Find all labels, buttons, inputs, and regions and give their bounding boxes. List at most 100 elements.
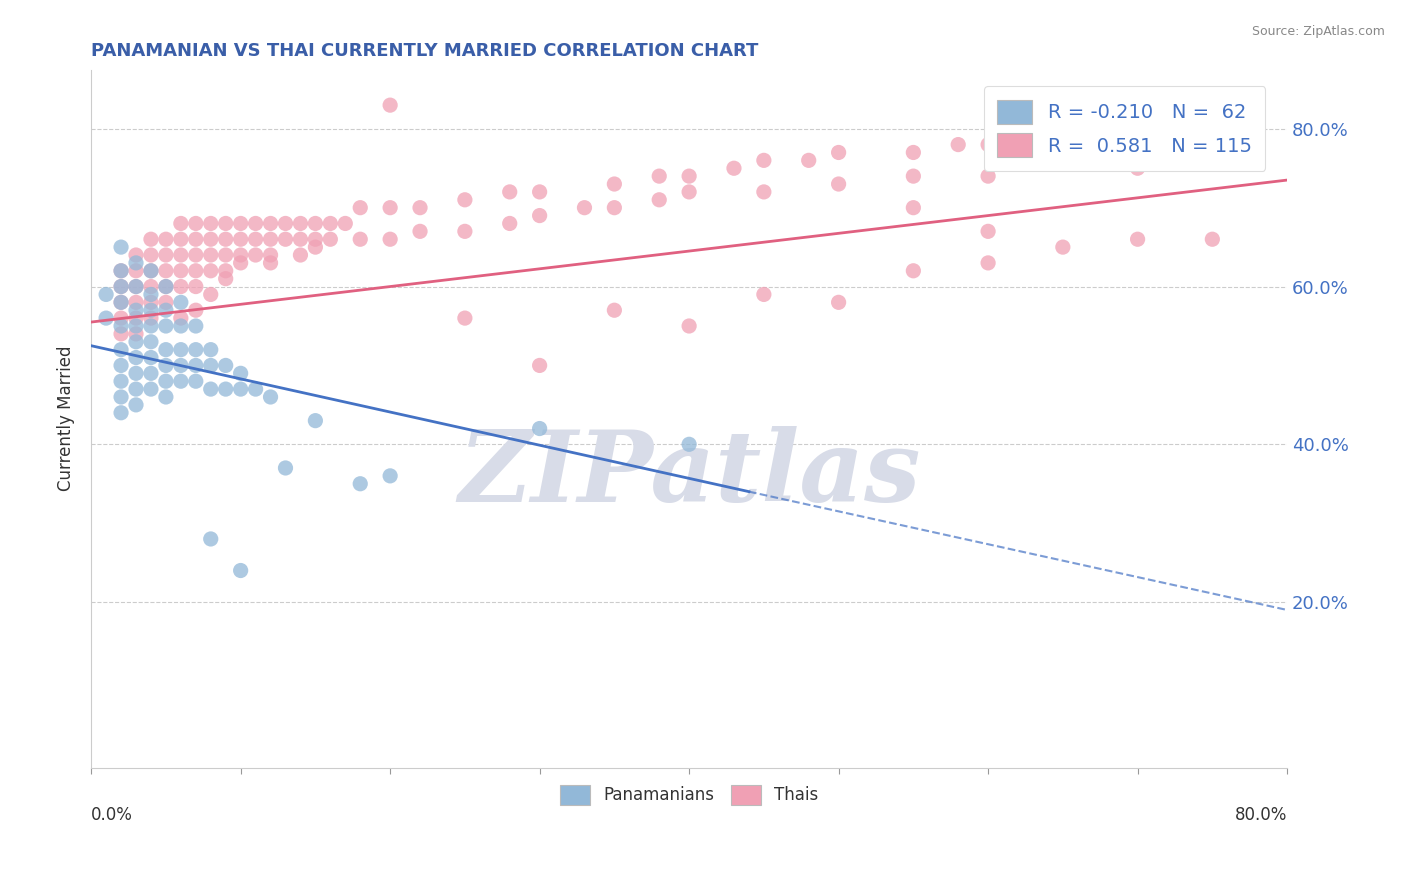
- Point: [349, 232, 371, 246]
- Point: [1126, 161, 1149, 176]
- Point: [184, 217, 207, 231]
- Point: [155, 295, 177, 310]
- Point: [215, 248, 238, 262]
- Point: [110, 311, 132, 326]
- Point: [125, 256, 148, 270]
- Point: [200, 264, 222, 278]
- Point: [125, 279, 148, 293]
- Point: [259, 217, 281, 231]
- Point: [304, 232, 326, 246]
- Point: [378, 232, 401, 246]
- Point: [648, 169, 671, 183]
- Point: [200, 382, 222, 396]
- Point: [1052, 121, 1074, 136]
- Point: [215, 264, 238, 278]
- Point: [155, 303, 177, 318]
- Point: [903, 169, 925, 183]
- Point: [274, 461, 297, 475]
- Point: [409, 201, 432, 215]
- Point: [125, 279, 148, 293]
- Point: [245, 217, 267, 231]
- Point: [903, 201, 925, 215]
- Point: [304, 414, 326, 428]
- Point: [170, 374, 193, 388]
- Point: [170, 217, 193, 231]
- Point: [110, 343, 132, 357]
- Point: [259, 232, 281, 246]
- Point: [603, 177, 626, 191]
- Point: [304, 217, 326, 231]
- Point: [215, 217, 238, 231]
- Point: [170, 248, 193, 262]
- Point: [259, 248, 281, 262]
- Point: [184, 359, 207, 373]
- Point: [184, 264, 207, 278]
- Point: [229, 367, 252, 381]
- Point: [229, 232, 252, 246]
- Point: [678, 169, 700, 183]
- Point: [125, 318, 148, 333]
- Point: [139, 264, 162, 278]
- Point: [903, 145, 925, 160]
- Point: [200, 359, 222, 373]
- Point: [110, 240, 132, 254]
- Point: [125, 398, 148, 412]
- Point: [678, 437, 700, 451]
- Point: [110, 295, 132, 310]
- Point: [200, 248, 222, 262]
- Point: [139, 351, 162, 365]
- Point: [170, 318, 193, 333]
- Point: [155, 359, 177, 373]
- Point: [723, 161, 745, 176]
- Point: [125, 382, 148, 396]
- Point: [125, 295, 148, 310]
- Point: [752, 287, 775, 301]
- Legend: Panamanians, Thais: Panamanians, Thais: [553, 778, 825, 812]
- Point: [155, 318, 177, 333]
- Point: [378, 98, 401, 112]
- Point: [977, 256, 1000, 270]
- Point: [110, 374, 132, 388]
- Point: [274, 217, 297, 231]
- Text: Source: ZipAtlas.com: Source: ZipAtlas.com: [1251, 25, 1385, 38]
- Point: [1201, 232, 1223, 246]
- Point: [499, 185, 522, 199]
- Point: [125, 248, 148, 262]
- Point: [290, 217, 312, 231]
- Point: [170, 295, 193, 310]
- Point: [229, 382, 252, 396]
- Point: [125, 367, 148, 381]
- Point: [184, 248, 207, 262]
- Point: [827, 295, 849, 310]
- Point: [155, 279, 177, 293]
- Point: [454, 193, 477, 207]
- Point: [603, 201, 626, 215]
- Point: [184, 374, 207, 388]
- Point: [170, 264, 193, 278]
- Point: [110, 318, 132, 333]
- Point: [574, 201, 596, 215]
- Point: [215, 271, 238, 285]
- Point: [454, 224, 477, 238]
- Text: 0.0%: 0.0%: [91, 806, 134, 824]
- Point: [349, 476, 371, 491]
- Point: [648, 193, 671, 207]
- Point: [155, 374, 177, 388]
- Point: [215, 382, 238, 396]
- Point: [290, 232, 312, 246]
- Point: [378, 201, 401, 215]
- Point: [529, 209, 551, 223]
- Point: [259, 256, 281, 270]
- Point: [409, 224, 432, 238]
- Point: [155, 232, 177, 246]
- Point: [94, 311, 117, 326]
- Point: [903, 264, 925, 278]
- Point: [603, 303, 626, 318]
- Text: ZIPatlas: ZIPatlas: [458, 426, 921, 523]
- Point: [184, 318, 207, 333]
- Point: [259, 390, 281, 404]
- Point: [378, 468, 401, 483]
- Point: [139, 311, 162, 326]
- Point: [304, 240, 326, 254]
- Point: [125, 311, 148, 326]
